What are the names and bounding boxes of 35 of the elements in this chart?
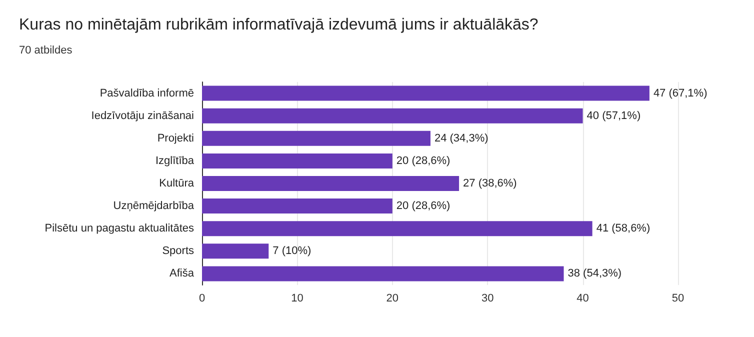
y-tick-label: Pašvaldība informē [100,87,194,100]
y-tick-label: Afiša [170,268,195,280]
data-label: 47 (67,1%) [653,87,708,100]
data-label: 24 (34,3%) [434,132,488,144]
y-tick-label: Projekti [157,132,194,144]
bar [202,266,564,282]
bar [202,198,392,214]
bar [202,108,583,124]
bar [202,130,430,146]
text: 70 atbildes [19,44,73,56]
x-tick-label: 0 [198,292,206,304]
data-label: 41 (58,6%) [596,222,650,235]
x-tick-label: 40 [576,292,589,304]
y-tick-label: Uzņēmējdarbība [113,200,195,212]
chart-title: Kuras no minētajām rubrikām informatīvajā izdevumā jums ir aktuālākās? [19,16,538,34]
bar [202,176,460,191]
bar [202,86,650,101]
data-label: 40 (57,1%) [586,110,641,122]
x-tick-label: 10 [291,292,304,304]
data-label: 20 (28,6%) [396,200,450,212]
data-label: 7 (10%) [272,245,312,258]
y-tick-label: Sports [162,245,194,258]
y-tick-label: Izglītība [155,154,195,167]
bar [202,221,592,236]
bar [202,244,269,259]
data-label: 27 (38,6%) [463,178,517,190]
y-tick-label: Pilsētu un pagastu aktualitātes [44,222,194,235]
x-tick-label: 30 [481,292,494,304]
y-tick-label: Iedzīvotāju zināšanai [91,110,194,122]
y-tick-label: Kultūra [159,178,195,190]
x-tick-label: 50 [672,292,684,304]
data-label: 38 (54,3%) [568,268,622,280]
data-label: 20 (28,6%) [396,154,450,167]
x-tick-label: 20 [386,292,399,304]
bar [202,153,392,168]
